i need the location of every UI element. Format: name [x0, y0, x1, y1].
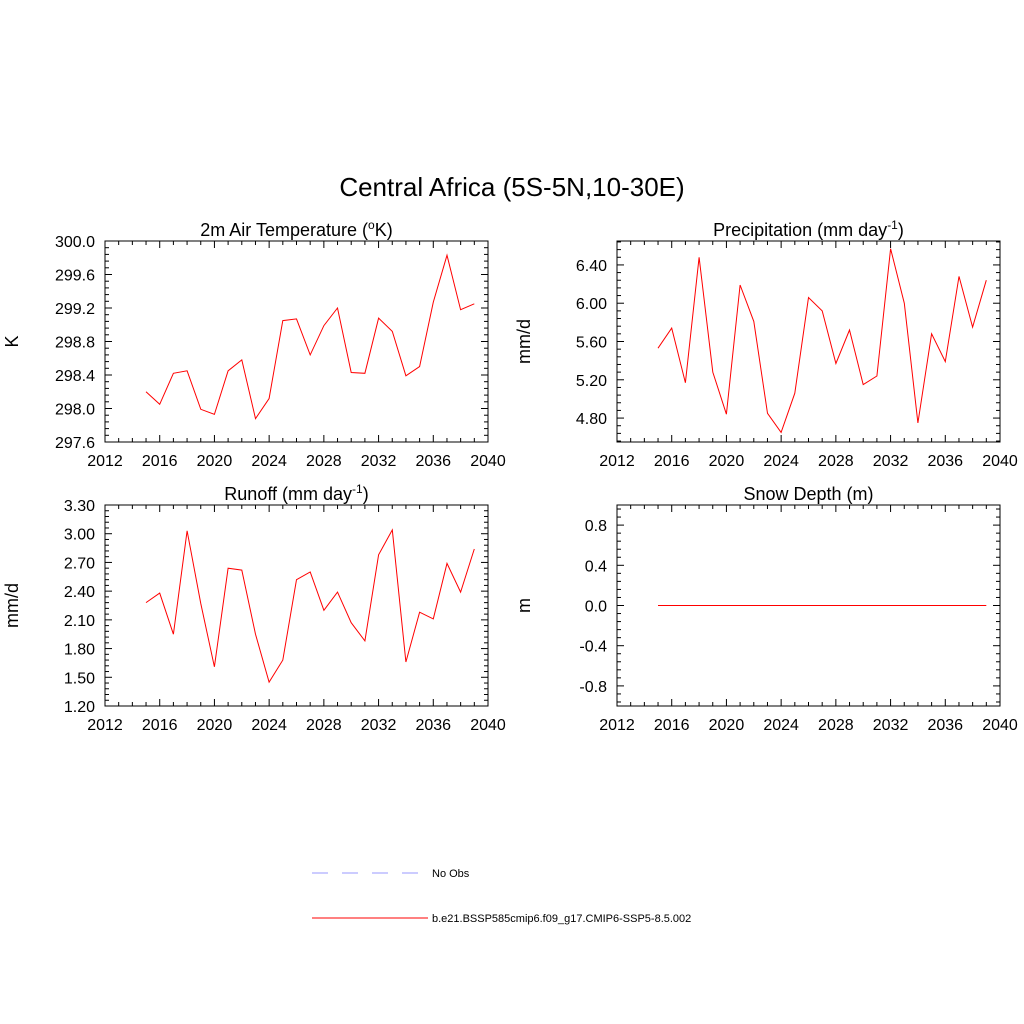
y-tick-label: 0.4 — [585, 558, 607, 575]
y-tick-label: 2.40 — [64, 584, 95, 601]
panel-title-text: Precipitation (mm day — [713, 220, 887, 240]
y-axis-label: mm/d — [2, 583, 22, 628]
y-tick-label: 299.2 — [55, 301, 95, 318]
y-tick-label: -0.4 — [579, 639, 607, 656]
x-tick-label: 2040 — [470, 717, 506, 734]
x-tick-label: 2032 — [361, 453, 397, 470]
x-tick-label: 2032 — [873, 453, 909, 470]
y-axis-label: m — [514, 598, 534, 613]
panel-title: Precipitation (mm day-1) — [713, 218, 904, 240]
y-tick-label: 300.0 — [55, 234, 95, 251]
series-line-precipitation — [657, 248, 987, 434]
y-tick-label: 0.0 — [585, 599, 607, 616]
x-tick-label: 2012 — [87, 453, 123, 470]
x-tick-label: 2020 — [197, 717, 233, 734]
x-tick-label: 2012 — [87, 717, 123, 734]
x-tick-label: 2028 — [818, 717, 854, 734]
legend-label-no-obs: No Obs — [432, 868, 470, 880]
x-tick-label: 2032 — [873, 717, 909, 734]
y-axis-label: K — [2, 335, 22, 347]
x-tick-label: 2024 — [251, 453, 287, 470]
y-axis-label: mm/d — [514, 319, 534, 364]
y-tick-label: 3.00 — [64, 527, 95, 544]
legend-label-model: b.e21.BSSP585cmip6.f09_g17.CMIP6-SSP5-8.… — [432, 913, 691, 925]
y-tick-label: 298.8 — [55, 335, 95, 352]
y-tick-label: 2.10 — [64, 613, 95, 630]
panel-title-superscript: -1 — [887, 218, 898, 232]
panel-runoff: 2012 2016 2020 2024 2028 2032 2036 2040 1.20 1.50… — [2, 482, 506, 734]
x-tick-label: 2024 — [763, 717, 799, 734]
x-tick-label: 2016 — [142, 453, 178, 470]
panel-title: 2m Air Temperature (oK) — [200, 218, 392, 240]
panel-precipitation: 2012 2016 2020 2024 2028 2032 2036 2040 4.80 5.20… — [514, 218, 1018, 470]
y-tick-label: 1.50 — [64, 670, 95, 687]
y-tick-label: 297.6 — [55, 435, 95, 452]
x-tick-label: 2036 — [927, 453, 963, 470]
x-tick-label: 2020 — [197, 453, 233, 470]
x-tick-label: 2036 — [415, 717, 451, 734]
legend: No Obs b.e21.BSSP585cmip6.f09_g17.CMIP6-… — [312, 868, 691, 925]
y-tick-label: 6.00 — [576, 296, 607, 313]
x-tick-label: 2028 — [818, 453, 854, 470]
panel-temperature: 2012 2016 2020 2024 2028 2032 2036 2040 297.6 298… — [2, 218, 506, 470]
panel-title-text: Runoff (mm day — [224, 484, 352, 504]
x-tick-label: 2012 — [599, 717, 635, 734]
x-tick-label: 2020 — [709, 717, 745, 734]
y-tick-label: 5.60 — [576, 335, 607, 352]
y-tick-label: -0.8 — [579, 679, 607, 696]
panel-title: Snow Depth (m) — [743, 484, 873, 504]
x-tick-label: 2032 — [361, 717, 397, 734]
y-tick-label: 2.70 — [64, 555, 95, 572]
y-tick-label: 4.80 — [576, 411, 607, 428]
panels: 2012 2016 2020 2024 2028 2032 2036 2040 297.6 298… — [2, 218, 1018, 734]
x-tick-label: 2036 — [927, 717, 963, 734]
x-tick-label: 2040 — [982, 717, 1018, 734]
series-line-temperature — [145, 253, 475, 420]
panel-title-text-end: ) — [898, 220, 904, 240]
y-tick-label: 6.40 — [576, 258, 607, 275]
y-tick-label: 298.4 — [55, 368, 95, 385]
x-tick-label: 2028 — [306, 453, 342, 470]
panel-title-superscript: o — [368, 218, 375, 232]
panel-title-text: 2m Air Temperature ( — [200, 220, 368, 240]
plot-frame — [104, 504, 489, 707]
x-tick-label: 2024 — [251, 717, 287, 734]
panel-title-text-end: K) — [375, 220, 393, 240]
y-tick-label: 299.6 — [55, 268, 95, 285]
x-tick-label: 2020 — [709, 453, 745, 470]
series-line-runoff — [145, 528, 475, 684]
x-tick-label: 2024 — [763, 453, 799, 470]
panel-title-text-end: ) — [363, 484, 369, 504]
x-tick-label: 2012 — [599, 453, 635, 470]
y-tick-label: 1.20 — [64, 699, 95, 716]
x-tick-label: 2036 — [415, 453, 451, 470]
y-tick-label: 3.30 — [64, 498, 95, 515]
x-tick-label: 2040 — [470, 453, 506, 470]
panel-snow-depth: 2012 2016 2020 2024 2028 2032 2036 2040 -0.8 -0.4… — [514, 484, 1018, 734]
plot-frame — [104, 240, 489, 443]
y-tick-label: 0.8 — [585, 518, 607, 535]
x-tick-label: 2040 — [982, 453, 1018, 470]
x-tick-label: 2016 — [142, 717, 178, 734]
x-tick-label: 2016 — [654, 717, 690, 734]
panel-title-superscript: -1 — [352, 482, 363, 496]
x-tick-label: 2016 — [654, 453, 690, 470]
panel-title: Runoff (mm day-1) — [224, 482, 368, 504]
y-tick-label: 1.80 — [64, 642, 95, 659]
panel-title-text: Snow Depth (m) — [743, 484, 873, 504]
plot-frame — [616, 240, 1001, 443]
x-tick-label: 2028 — [306, 717, 342, 734]
y-tick-label: 5.20 — [576, 373, 607, 390]
main-title: Central Africa (5S-5N,10-30E) — [339, 172, 684, 202]
y-tick-label: 298.0 — [55, 402, 95, 419]
